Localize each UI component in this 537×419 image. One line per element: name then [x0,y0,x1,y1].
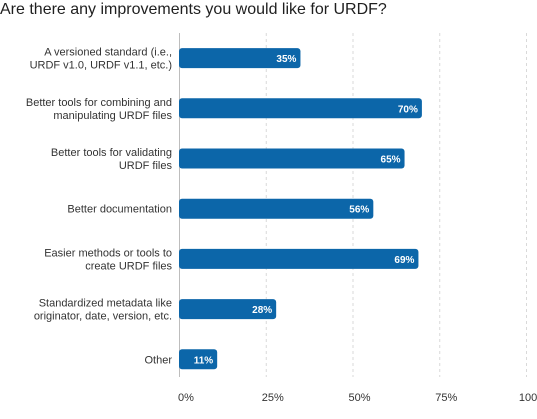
category-label-2: Better tools for validating URDF files [51,147,173,172]
value-label-6: 11% [194,355,214,366]
category-label-6: Other [144,354,172,366]
value-label-4: 69% [394,255,414,266]
bar-3 [179,198,374,219]
value-label-0: 35% [276,54,296,65]
x-tick-label-25: 25% [262,392,284,404]
chart-title: Are there any improvements you would lik… [0,1,387,18]
bar-0 [179,48,301,69]
value-label-5: 28% [252,305,272,316]
bar-5 [179,299,277,320]
x-axis-ticks: 0% 25% 50% 75% 100% [178,392,537,404]
x-tick-label-100: 100% [519,392,537,404]
bars [179,48,422,370]
category-labels: A versioned standard (i.e., URDF v1.0, UR… [26,47,173,367]
bar-2 [179,148,405,169]
category-label-1: Better tools for combining and manipulati… [26,97,173,122]
value-labels: 35% 70% 65% 56% 69% 28% 11% [194,54,418,366]
bar-4 [179,248,419,269]
x-tick-label-75: 75% [435,392,457,404]
value-label-2: 65% [381,155,401,166]
bar-1 [179,98,422,119]
category-label-0: A versioned standard (i.e., URDF v1.0, UR… [30,47,172,72]
category-label-3: Better documentation [67,204,172,216]
category-label-4: Easier methods or tools to create URDF fi… [44,247,172,272]
x-tick-label-0: 0% [178,392,194,404]
value-label-1: 70% [398,104,418,115]
category-label-5: Standardized metadata like originator, da… [34,298,172,323]
value-label-3: 56% [349,205,369,216]
bar-6 [179,349,218,370]
x-tick-label-50: 50% [348,392,370,404]
